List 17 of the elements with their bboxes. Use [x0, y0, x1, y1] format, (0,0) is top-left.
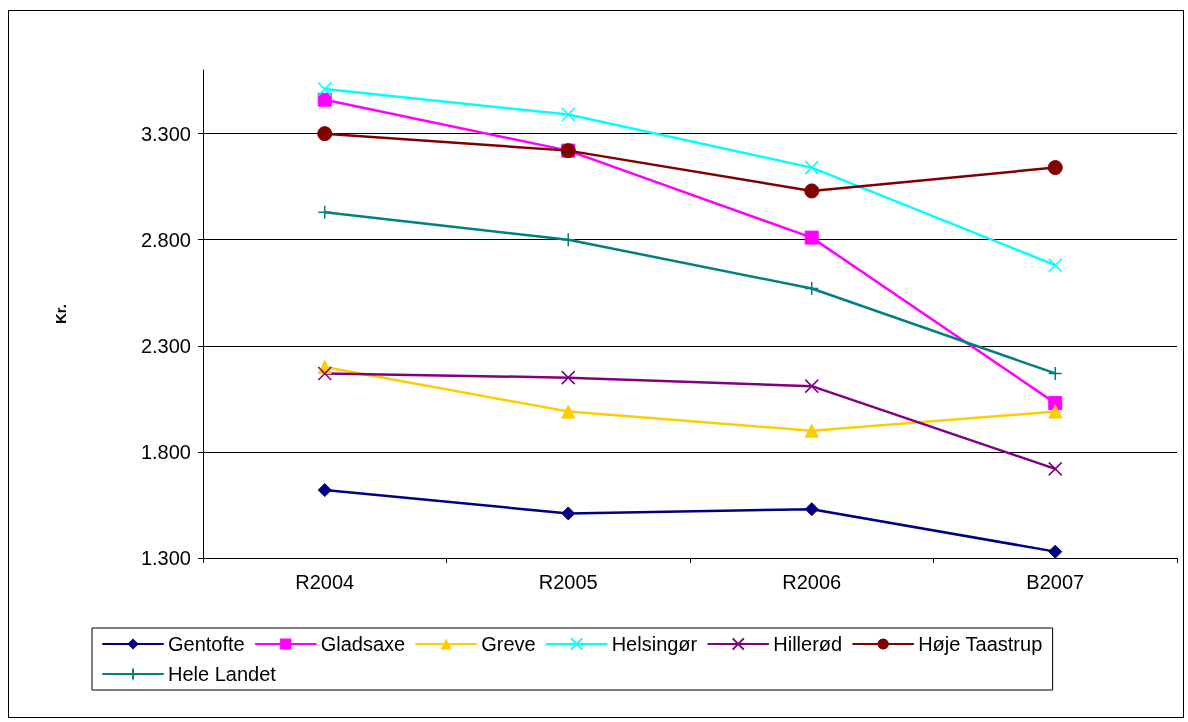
legend-label: Høje Taastrup — [918, 633, 1043, 655]
y-tick-label: 2.800 — [140, 228, 191, 251]
legend-label: Hele Landet — [168, 663, 277, 685]
legend-label: Helsingør — [611, 633, 698, 655]
legend-label: Gentofte — [168, 633, 245, 655]
legend-label: Gladsaxe — [320, 633, 406, 655]
y-tick-label: 2.300 — [140, 334, 191, 357]
y-tick-label: 3.300 — [140, 122, 191, 145]
x-tick-label: B2007 — [1026, 571, 1085, 593]
y-tick-label: 1.800 — [140, 440, 191, 463]
y-tick-label: 1.300 — [140, 547, 191, 569]
x-tick-label: R2006 — [782, 571, 842, 593]
legend-label: Greve — [481, 633, 536, 655]
x-tick-label: R2005 — [538, 571, 598, 593]
legend-label: Hillerød — [773, 633, 843, 655]
y-axis-title: Kr. — [52, 303, 69, 325]
x-tick-label: R2004 — [295, 571, 355, 593]
